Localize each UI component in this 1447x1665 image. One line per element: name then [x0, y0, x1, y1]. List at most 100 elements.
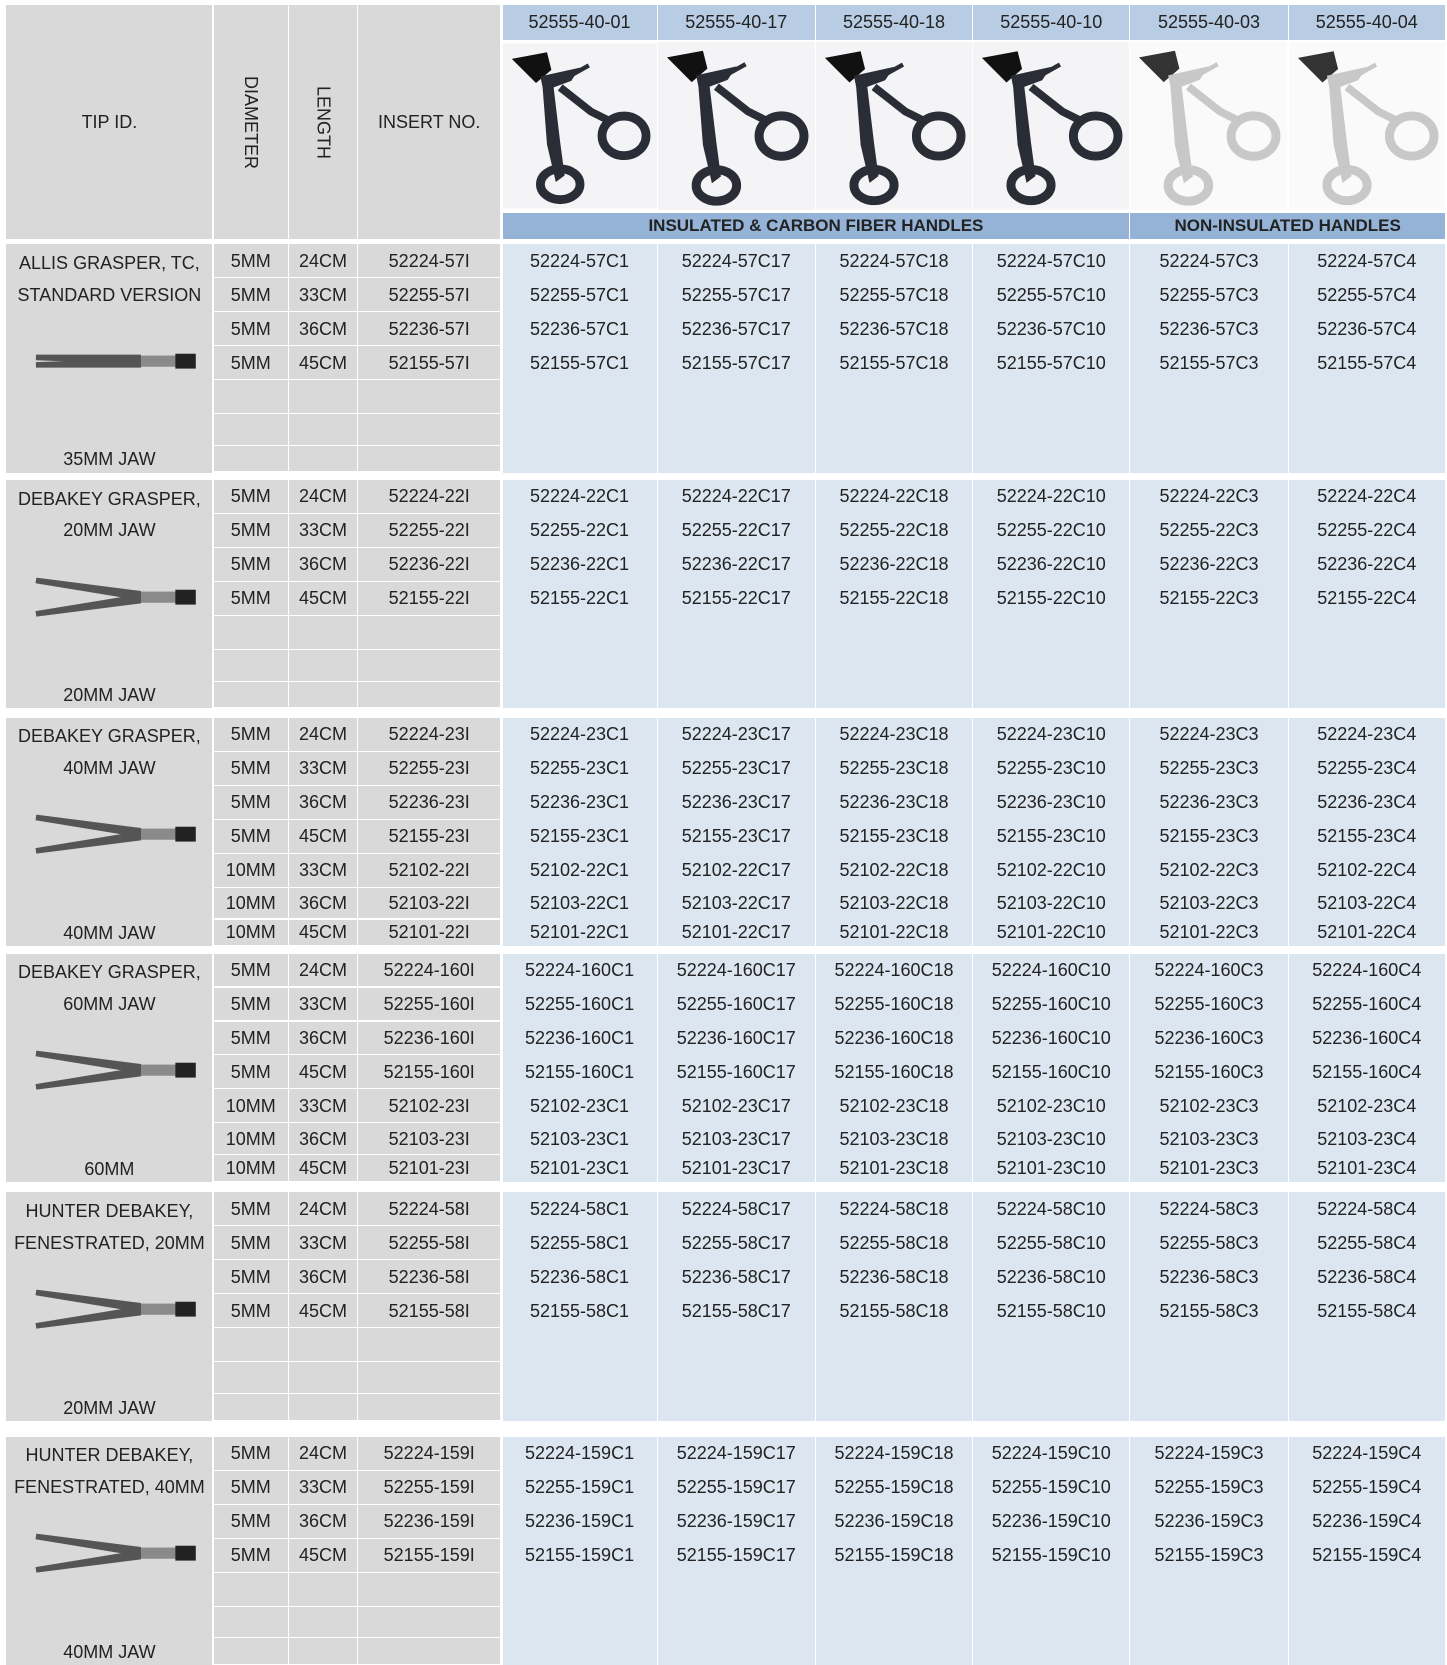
spec-cell: [358, 1538, 501, 1572]
spec-value: 5MM: [230, 486, 271, 507]
handle-image: [657, 42, 815, 211]
tip-name: 60MM JAW: [63, 994, 156, 1014]
spec-value: 5MM: [230, 520, 271, 541]
part-number: 52101-23C10: [996, 1158, 1106, 1179]
jaw-label: 20MM JAW: [63, 1397, 156, 1418]
spec-value: 52255-57I: [388, 284, 470, 305]
spec-cell: [213, 380, 288, 414]
part-number: 52101-23C1: [529, 1158, 630, 1179]
spec-value: 52236-160I: [383, 1027, 475, 1048]
part-number: 52255-57C18: [839, 284, 949, 305]
spec-cell: [213, 1638, 288, 1664]
handle-data-cell: [1288, 717, 1445, 947]
handle-data-cell: [973, 953, 1130, 1182]
spec-cell: [358, 1394, 501, 1420]
jaw-label: 60MM: [84, 1158, 135, 1179]
part-number: 52103-23C4: [1317, 1128, 1417, 1149]
part-number: 52255-22C18: [839, 520, 949, 541]
part-number: 52224-23C10: [996, 724, 1106, 745]
spec-cell: [288, 312, 357, 346]
spec-cell: [358, 649, 501, 681]
spec-cell: [213, 1328, 288, 1362]
spec-cell: [213, 445, 288, 472]
part-number: 52236-58C4: [1317, 1266, 1417, 1287]
part-number: 52102-23C17: [681, 1095, 791, 1116]
header-label: TIP ID.: [81, 111, 138, 132]
spec-cell: [288, 853, 357, 887]
part-number: 52155-58C17: [681, 1300, 791, 1321]
spec-value: 52155-22I: [388, 588, 470, 609]
spec-value: 36CM: [298, 1266, 347, 1287]
spec-cell: [288, 1504, 357, 1538]
spec-cell: [213, 346, 288, 380]
part-number: 52102-22C18: [839, 860, 949, 881]
spec-cell: [358, 445, 501, 472]
tip-name: FENESTRATED, 40MM: [14, 1477, 205, 1498]
handle-data-cell: [657, 1436, 815, 1665]
spec-cell: [358, 581, 501, 615]
part-number: 52155-57C10: [996, 352, 1106, 373]
spec-value: 45CM: [298, 352, 347, 373]
part-number: 52103-23C1: [529, 1128, 630, 1149]
part-number: 52155-159C10: [991, 1545, 1111, 1566]
part-number: 52255-58C1: [529, 1232, 630, 1253]
handle-data-cell: [1288, 479, 1445, 709]
spec-cell: [288, 751, 357, 785]
part-number: 52155-58C3: [1159, 1300, 1259, 1321]
part-number: 52255-58C3: [1159, 1232, 1259, 1253]
spec-cell: [213, 1436, 288, 1470]
part-number: 52255-58C4: [1317, 1232, 1417, 1253]
part-number: 52102-23C3: [1159, 1095, 1259, 1116]
jaw-label: 40MM JAW: [63, 922, 156, 943]
tip-name: 20MM JAW: [63, 520, 156, 541]
part-number: 52102-23C4: [1317, 1095, 1417, 1116]
part-number: 52224-22C1: [529, 486, 630, 507]
part-number: 52224-58C1: [529, 1198, 630, 1219]
handle-data-cell: [502, 479, 657, 709]
part-number: 52155-58C1: [529, 1300, 630, 1321]
handle-image: [1130, 42, 1288, 211]
part-number: 52224-23C1: [529, 724, 630, 745]
spec-cell: [288, 953, 357, 987]
spec-value: 24CM: [298, 1443, 347, 1464]
header-label: INSERT NO.: [378, 111, 481, 132]
spec-cell: [288, 1294, 357, 1328]
tip-image: [22, 560, 208, 634]
part-number: 52101-22C10: [996, 922, 1106, 943]
part-number: 52103-22C4: [1317, 893, 1417, 914]
spec-cell: [213, 887, 288, 919]
spec-value: 52155-57I: [388, 352, 470, 373]
handle-image-cell: [973, 41, 1130, 212]
spec-cell: [358, 1638, 501, 1664]
part-number: 52155-57C4: [1317, 352, 1417, 373]
spec-value: 5MM: [230, 1198, 271, 1219]
spec-cell: [288, 1572, 357, 1606]
part-number: 52236-160C10: [991, 1027, 1111, 1048]
spec-cell: [288, 1260, 357, 1294]
part-number: 52101-22C1: [529, 922, 630, 943]
part-number: 52224-159C3: [1154, 1443, 1264, 1464]
spec-value: 52236-159I: [383, 1511, 475, 1532]
instrument-image: [35, 1534, 197, 1573]
part-number: 52255-160C18: [834, 994, 954, 1015]
spec-value: 33CM: [298, 758, 347, 779]
jaw-label: 20MM JAW: [63, 685, 156, 705]
spec-cell: [358, 1155, 501, 1181]
part-number: 52103-22C3: [1159, 893, 1259, 914]
part-number: 52102-22C3: [1159, 860, 1259, 881]
handle-data-cell: [657, 953, 815, 1182]
part-number: 52224-23C4: [1317, 724, 1417, 745]
spec-cell: [213, 1504, 288, 1538]
handle-group-cell: [1130, 213, 1445, 239]
header-label: DIAMETER: [241, 75, 262, 169]
spec-cell: [213, 581, 288, 615]
spec-value: 5MM: [230, 1477, 271, 1498]
part-number: 52102-23C18: [839, 1095, 949, 1116]
tip-name: 40MM JAW: [63, 758, 156, 779]
spec-cell: [358, 278, 501, 312]
spec-cell: [213, 615, 288, 649]
spec-value: 10MM: [225, 1158, 276, 1179]
spec-cell: [213, 819, 288, 853]
spec-value: 52224-22I: [388, 486, 470, 507]
spec-cell: [213, 1260, 288, 1294]
